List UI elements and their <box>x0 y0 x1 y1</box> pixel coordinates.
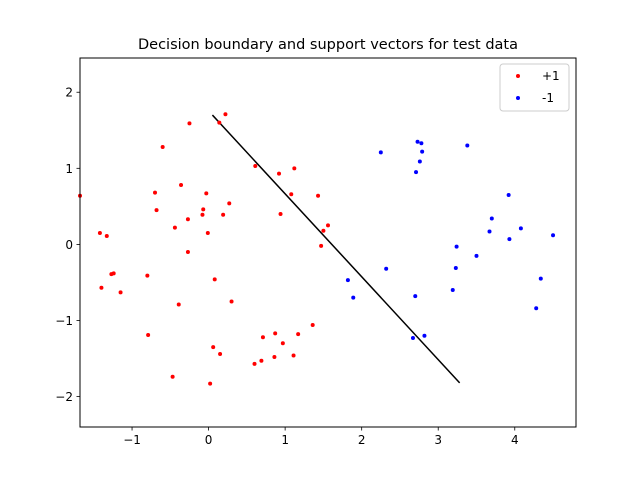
point-positive <box>278 211 283 216</box>
x-tick-label: 2 <box>358 433 366 447</box>
point-negative <box>487 229 492 234</box>
point-positive <box>229 299 234 304</box>
point-negative <box>518 226 523 231</box>
point-negative <box>378 150 383 155</box>
point-negative <box>345 278 350 283</box>
decision-boundary-layer <box>211 114 461 384</box>
point-positive <box>253 164 258 169</box>
point-positive <box>172 225 177 230</box>
point-positive <box>291 353 296 358</box>
legend-marker-negative <box>516 96 520 100</box>
y-tick-label: 2 <box>65 86 73 100</box>
point-positive <box>319 243 324 248</box>
decision-boundary-line <box>211 114 461 384</box>
point-positive <box>153 190 158 195</box>
point-positive <box>221 212 226 217</box>
point-negative <box>415 139 420 144</box>
point-positive <box>179 183 184 188</box>
point-negative <box>507 237 512 242</box>
point-positive <box>273 331 278 336</box>
point-negative <box>534 306 539 311</box>
point-negative <box>474 253 479 258</box>
y-tick-label: −1 <box>55 314 73 328</box>
point-positive <box>185 217 190 222</box>
point-negative <box>453 265 458 270</box>
point-positive <box>259 358 264 363</box>
point-negative <box>489 216 494 221</box>
point-positive <box>118 290 123 295</box>
y-axis: −2 −1 0 1 2 <box>55 86 80 404</box>
x-tick-label: 1 <box>281 433 289 447</box>
point-positive <box>99 285 104 290</box>
point-positive <box>205 230 210 235</box>
point-positive <box>176 302 181 307</box>
point-negative <box>506 192 511 197</box>
x-tick-label: 3 <box>434 433 442 447</box>
point-positive <box>109 272 114 277</box>
point-negative <box>551 233 556 238</box>
legend-label-positive: +1 <box>542 69 560 83</box>
point-negative <box>414 170 419 175</box>
point-negative <box>422 333 427 338</box>
chart-title: Decision boundary and support vectors fo… <box>138 37 518 53</box>
point-positive <box>170 374 175 379</box>
x-tick-label: 4 <box>511 433 519 447</box>
point-positive <box>316 193 321 198</box>
y-tick-label: 0 <box>65 238 73 252</box>
point-negative <box>420 149 425 154</box>
axes-frame <box>79 57 577 428</box>
point-positive <box>201 207 206 212</box>
point-positive <box>145 273 150 278</box>
point-negative <box>384 266 389 271</box>
point-positive <box>218 351 223 356</box>
point-negative <box>351 295 356 300</box>
point-positive <box>326 223 330 228</box>
point-positive <box>292 166 297 171</box>
point-positive <box>321 228 326 233</box>
point-positive <box>104 234 109 239</box>
point-positive <box>146 332 151 337</box>
x-tick-label: −1 <box>123 433 141 447</box>
legend-label-negative: -1 <box>542 91 554 105</box>
point-positive <box>212 277 217 282</box>
point-positive <box>277 171 282 176</box>
point-positive <box>211 345 216 350</box>
point-positive <box>252 361 257 366</box>
x-axis: −1 0 1 2 3 4 <box>123 427 519 447</box>
y-tick-label: −2 <box>55 390 73 404</box>
point-positive <box>97 230 102 235</box>
point-positive <box>260 335 265 340</box>
point-negative <box>454 244 459 249</box>
point-negative <box>450 288 455 293</box>
point-positive <box>204 191 209 196</box>
point-positive <box>200 212 205 217</box>
point-negative <box>538 276 543 281</box>
point-negative <box>465 143 470 148</box>
point-positive <box>289 192 294 197</box>
point-positive <box>154 208 159 213</box>
point-positive <box>223 112 228 117</box>
x-tick-label: 0 <box>205 433 213 447</box>
point-negative <box>417 159 422 164</box>
point-positive <box>280 341 285 346</box>
point-positive <box>160 145 165 150</box>
y-tick-label: 1 <box>65 162 73 176</box>
point-positive <box>185 250 190 255</box>
point-negative <box>419 141 424 146</box>
point-positive <box>187 121 192 126</box>
legend: +1 -1 <box>499 63 570 112</box>
point-positive <box>227 201 232 206</box>
point-positive <box>310 323 315 328</box>
point-negative <box>413 294 418 299</box>
point-positive <box>217 120 222 125</box>
point-positive <box>272 355 277 360</box>
legend-marker-positive <box>516 74 520 78</box>
point-negative <box>410 335 415 340</box>
point-positive <box>296 332 301 337</box>
point-positive <box>208 381 213 386</box>
